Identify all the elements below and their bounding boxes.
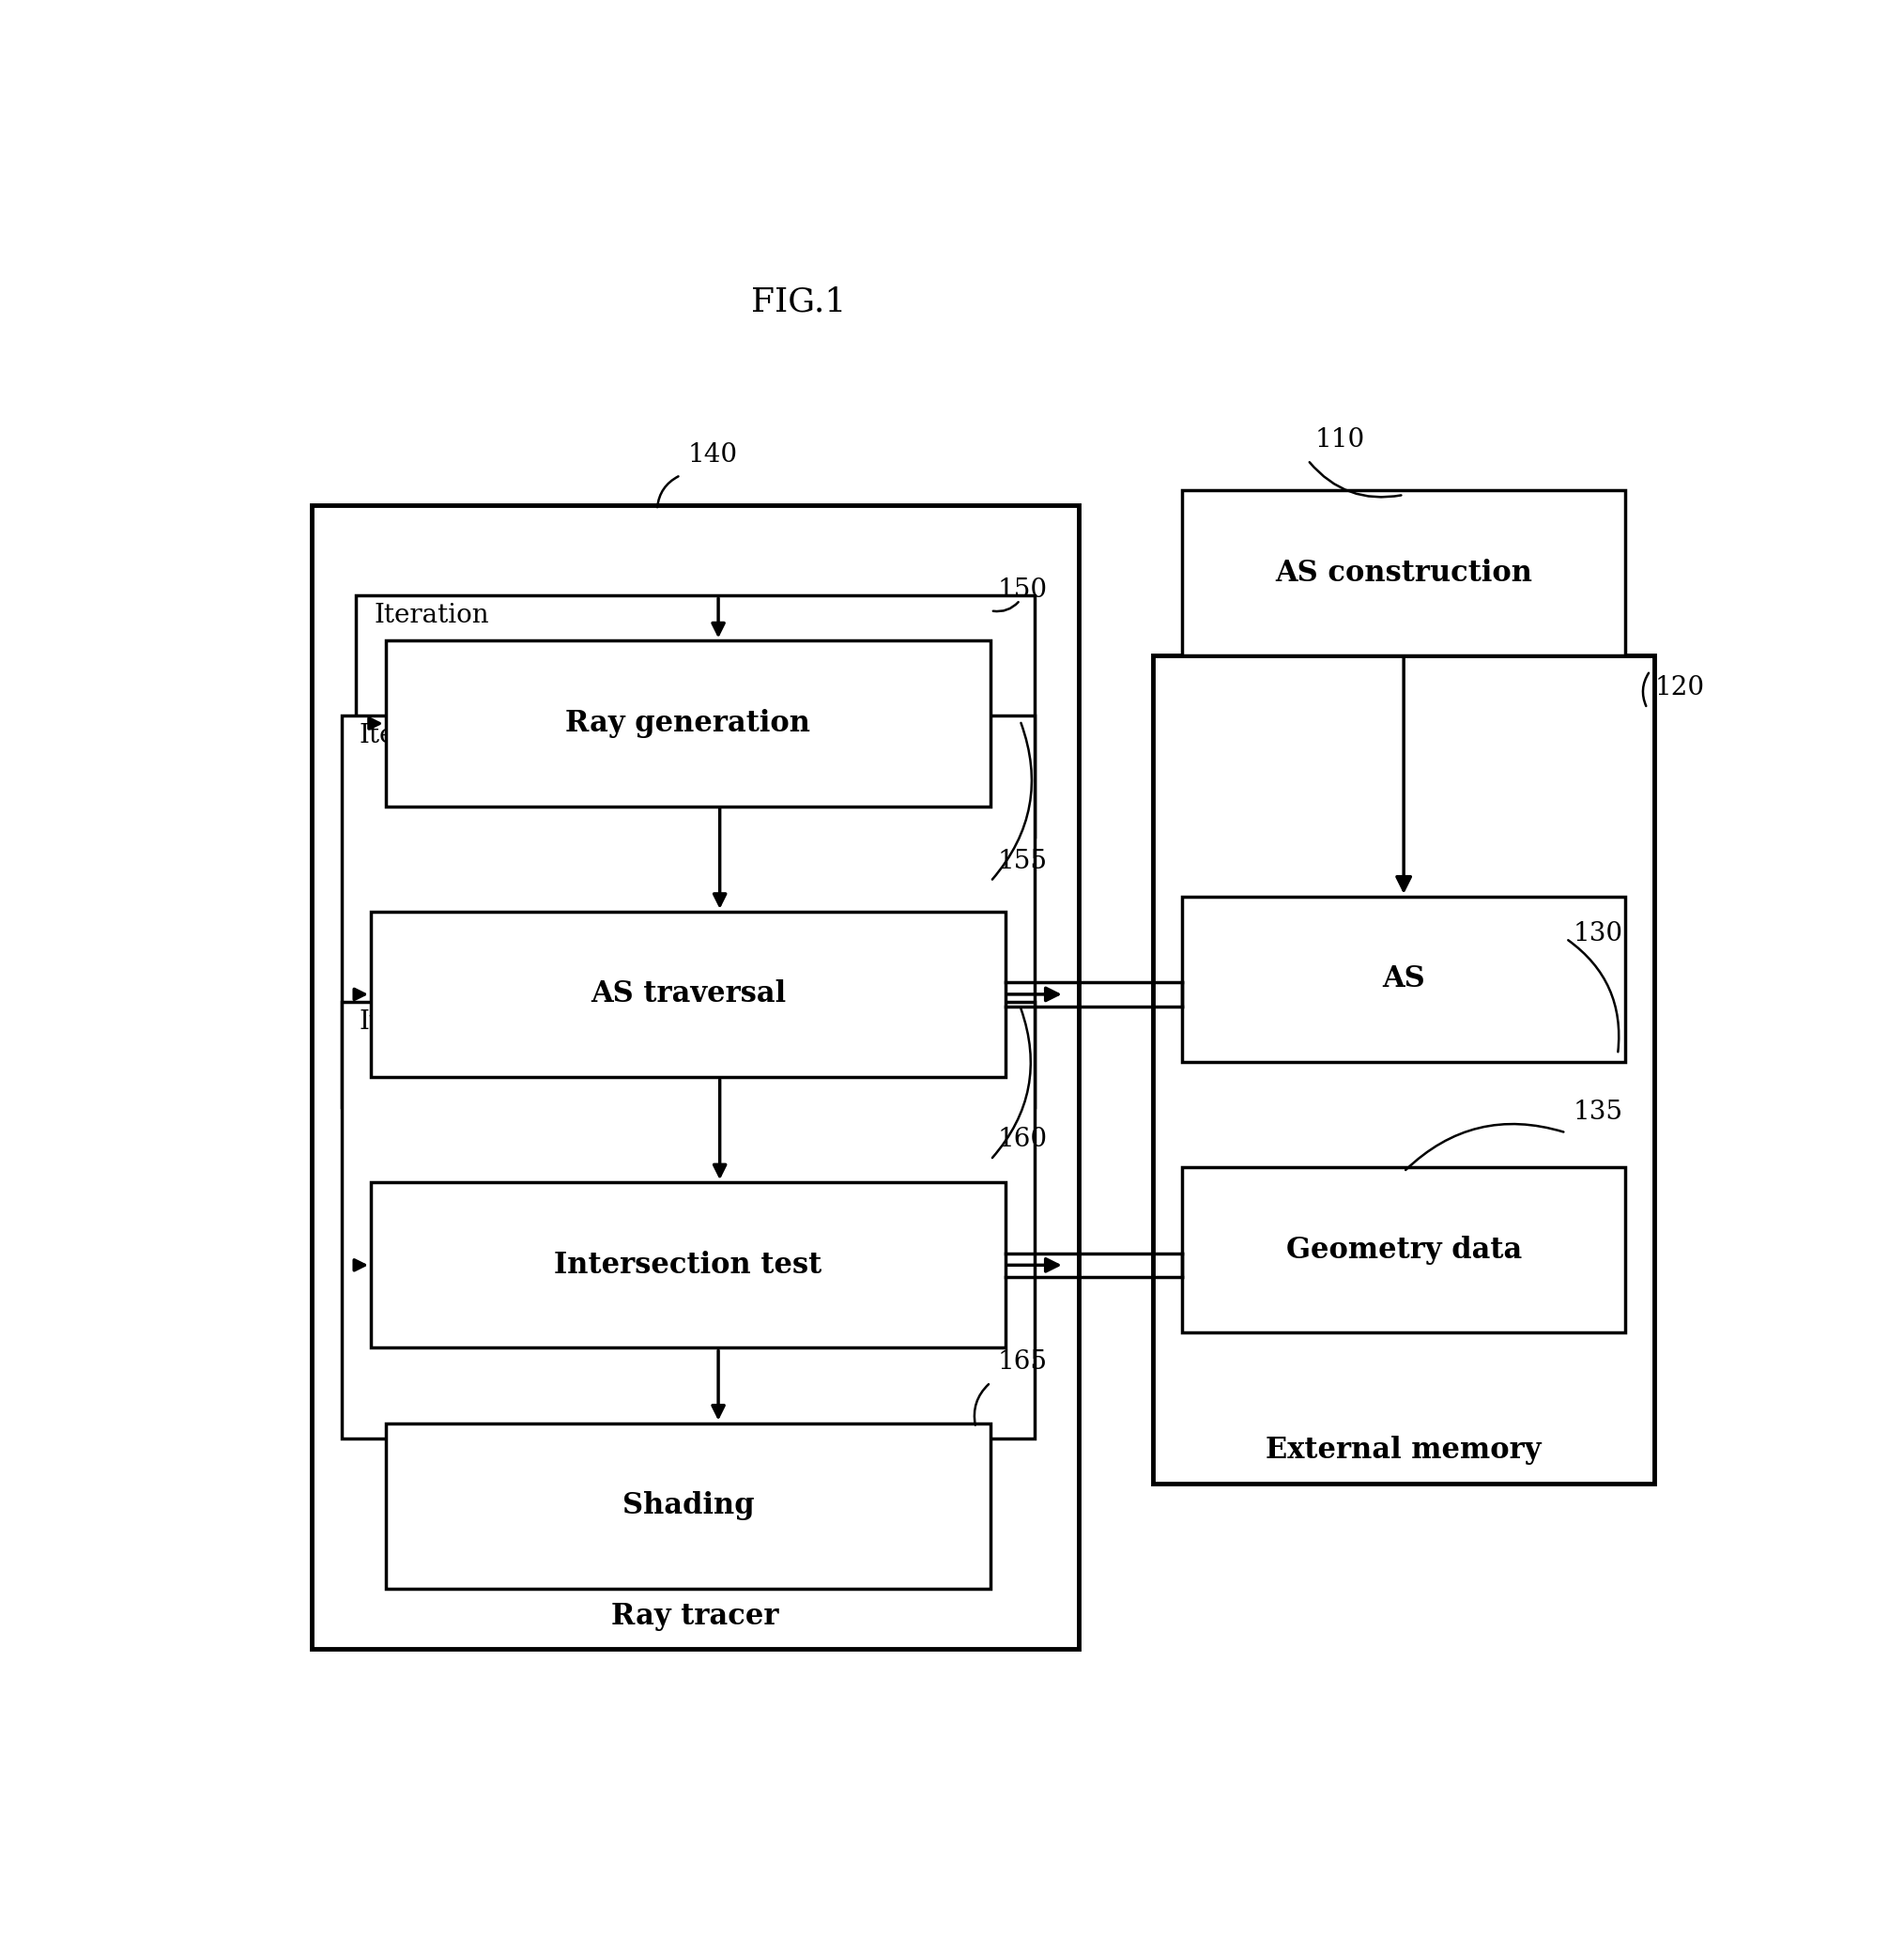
Text: Ray generation: Ray generation: [565, 709, 811, 739]
Bar: [341, 715, 1036, 1108]
Text: FIG.1: FIG.1: [752, 285, 845, 319]
Bar: [1182, 490, 1626, 657]
Text: External memory: External memory: [1266, 1436, 1542, 1466]
Text: 140: 140: [687, 442, 739, 467]
Text: Geometry data: Geometry data: [1285, 1235, 1521, 1264]
Text: 150: 150: [998, 578, 1047, 604]
Bar: [385, 1423, 990, 1589]
Text: AS construction: AS construction: [1276, 559, 1533, 588]
Bar: [385, 641, 990, 807]
Bar: [1182, 1167, 1626, 1333]
Text: 120: 120: [1655, 676, 1704, 701]
Bar: [341, 1002, 1036, 1438]
Text: 130: 130: [1573, 920, 1624, 946]
Text: AS traversal: AS traversal: [590, 979, 786, 1008]
Bar: [312, 506, 1080, 1649]
Text: 110: 110: [1316, 428, 1365, 453]
Text: AS: AS: [1382, 965, 1426, 995]
Text: Shading: Shading: [623, 1491, 754, 1520]
Bar: [1154, 657, 1655, 1483]
Text: Ray tracer: Ray tracer: [611, 1602, 779, 1632]
Text: 165: 165: [998, 1350, 1047, 1376]
Text: 160: 160: [998, 1127, 1047, 1153]
Text: Iteration: Iteration: [360, 723, 474, 748]
Text: Iteration: Iteration: [373, 604, 489, 629]
Bar: [371, 911, 1005, 1077]
Bar: [371, 1182, 1005, 1348]
Text: Intersection test: Intersection test: [554, 1251, 823, 1280]
Bar: [356, 596, 1036, 836]
Text: 155: 155: [998, 848, 1047, 873]
Text: 135: 135: [1573, 1100, 1624, 1126]
Text: Iteration: Iteration: [360, 1010, 474, 1036]
Bar: [1182, 897, 1626, 1063]
